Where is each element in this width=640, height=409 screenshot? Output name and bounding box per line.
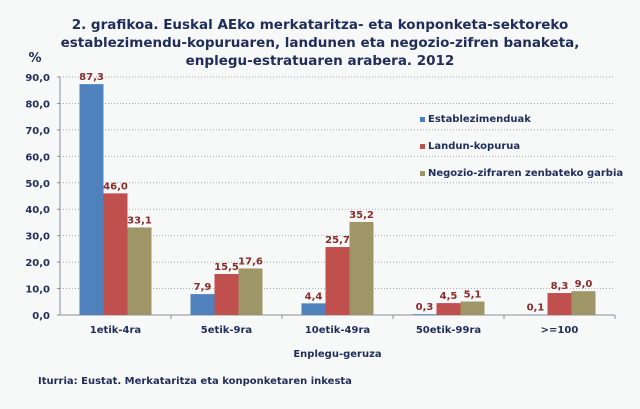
y-tick-label: 70,0 (25, 126, 50, 137)
bar (460, 301, 485, 315)
data-label: 8,3 (551, 281, 569, 292)
data-label: 15,5 (214, 262, 239, 273)
x-axis-label: Enplegu-geruza (293, 349, 381, 360)
bar (571, 291, 596, 315)
y-axis-label: % (28, 51, 41, 66)
x-tick-label: 50etik-99ra (416, 325, 481, 336)
bar (79, 84, 104, 315)
x-tick-label: 1etik-4ra (90, 325, 141, 336)
bar (301, 303, 326, 315)
y-tick-label: 10,0 (25, 285, 50, 296)
x-tick-label: 5etik-9ra (201, 325, 252, 336)
data-label: 9,0 (575, 279, 593, 290)
bar (436, 303, 461, 315)
legend-label: Establezimenduak (428, 114, 531, 125)
data-label: 0,1 (527, 303, 545, 314)
y-tick-label: 50,0 (25, 179, 50, 190)
data-label: 25,7 (325, 235, 350, 246)
data-label: 4,5 (440, 291, 458, 302)
bar (349, 221, 374, 315)
data-label: 46,0 (103, 181, 128, 192)
data-label: 5,1 (464, 290, 482, 301)
title-line: enplegu-estratuaren arabera. 2012 (185, 53, 455, 69)
data-label: 87,3 (79, 72, 104, 83)
title-line: 2. grafikoa. Euskal AEko merkataritza- e… (71, 17, 569, 33)
data-label: 17,6 (238, 256, 263, 267)
bar (238, 268, 263, 315)
y-tick-label: 20,0 (25, 258, 50, 269)
y-tick-label: 60,0 (25, 152, 50, 163)
bar (547, 293, 572, 315)
y-tick-label: 0,0 (32, 311, 50, 322)
data-label: 35,2 (349, 210, 374, 221)
data-label: 0,3 (416, 302, 434, 313)
legend-swatch (420, 117, 425, 122)
x-tick-label: 10etik-49ra (305, 325, 370, 336)
x-tick-label: >=100 (541, 325, 579, 336)
legend-swatch (420, 171, 425, 176)
legend-label: Negozio-zifraren zenbateko garbia (428, 168, 623, 179)
legend-label: Landun-kopurua (428, 141, 520, 152)
y-tick-label: 90,0 (25, 73, 50, 84)
bar (214, 274, 239, 315)
data-label: 7,9 (194, 282, 212, 293)
bar (325, 247, 350, 315)
data-label: 4,4 (305, 291, 323, 302)
y-tick-label: 40,0 (25, 205, 50, 216)
chart-title: 2. grafikoa. Euskal AEko merkataritza- e… (0, 16, 640, 70)
data-label: 33,1 (127, 215, 152, 226)
title-line: establezimendu-kopuruaren, landunen eta … (60, 35, 580, 51)
legend-swatch (420, 144, 425, 149)
bar (103, 193, 128, 315)
bar (190, 294, 215, 315)
y-tick-label: 30,0 (25, 232, 50, 243)
bar (412, 314, 437, 315)
source-note: Iturria: Eustat. Merkataritza eta konpon… (38, 376, 352, 387)
y-tick-label: 80,0 (25, 99, 50, 110)
bar (127, 227, 152, 315)
